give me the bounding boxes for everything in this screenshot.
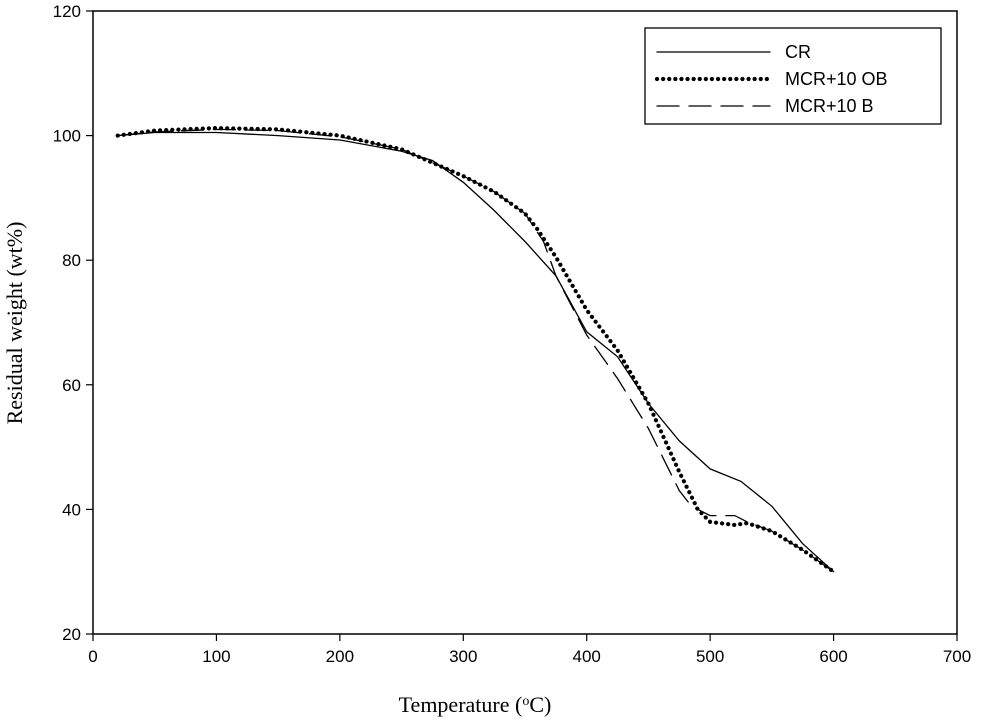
x-tick-label: 400	[573, 647, 601, 666]
x-tick-label: 0	[88, 647, 97, 666]
y-tick-label: 20	[62, 625, 81, 644]
y-tick-label: 40	[62, 500, 81, 519]
legend-label: MCR+10 B	[785, 96, 874, 116]
x-tick-label: 100	[202, 647, 230, 666]
y-tick-label: 100	[53, 127, 81, 146]
y-tick-label: 120	[53, 2, 81, 21]
x-tick-label: 700	[943, 647, 971, 666]
legend-label: MCR+10 OB	[785, 69, 888, 89]
legend-box	[644, 27, 942, 125]
x-tick-label: 500	[696, 647, 724, 666]
y-axis-label: Residual weight (wt%)	[2, 222, 27, 425]
y-tick-label: 60	[62, 376, 81, 395]
legend-label: CR	[785, 42, 811, 62]
x-tick-label: 600	[819, 647, 847, 666]
series-line-2	[117, 128, 835, 573]
plot-frame	[92, 10, 958, 635]
series-line-1	[115, 125, 836, 574]
x-axis-label: Temperature (oC)	[399, 692, 552, 717]
y-tick-label: 80	[62, 251, 81, 270]
plot-area: 0 100 200 300 400 500 600 700 20 40 60 80 100 120 CR MC…	[53, 2, 972, 666]
x-tick-label: 300	[449, 647, 477, 666]
series-line-0	[117, 131, 835, 573]
x-tick-label: 200	[326, 647, 354, 666]
